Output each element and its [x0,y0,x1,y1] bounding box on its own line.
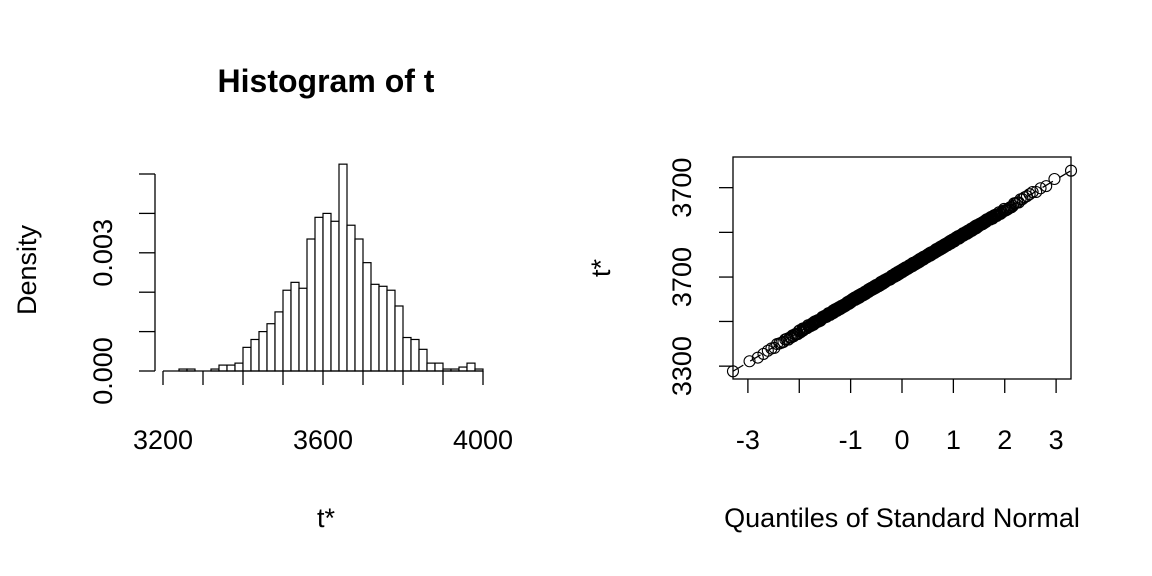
histogram-bar [282,289,292,372]
histogram-bar [258,331,268,372]
histogram-bar [290,281,300,372]
histogram-bar [250,338,260,372]
histogram-y-tick-label: 0.000 [88,337,118,405]
histogram-bar [306,238,316,372]
qq-point [761,344,774,357]
qq-point [1023,188,1036,201]
histogram-y-tick-label: 0.003 [88,219,118,287]
histogram-bar [418,348,428,372]
histogram-bar [274,311,284,372]
histogram-bar [234,362,244,372]
histogram-bars [178,163,484,372]
histogram-bar [378,285,388,372]
qq-x-tick-label: 3 [1049,425,1064,455]
histogram-bar [298,287,308,372]
histogram-bar [362,262,372,372]
qq-point [1030,185,1043,199]
histogram-bar [394,305,404,372]
qq-y-tick-label: 3700 [667,158,697,218]
histogram-bar [410,338,420,372]
histogram-bar [354,238,364,372]
histogram-bar [218,364,228,372]
histogram-x-tick-label: 4000 [453,425,513,455]
histogram-x-ticks: 3200 3600 4000 [133,371,513,455]
qq-point [743,355,756,368]
qq-x-tick-label: 2 [997,425,1012,455]
histogram-y-ticks: 0.000 0.003 [88,173,155,405]
histogram-x-tick-label: 3200 [133,425,193,455]
histogram-bar [386,289,396,372]
histogram-bar [434,362,444,372]
histogram-bar [314,216,324,372]
histogram-panel: Histogram of t 3200 3600 4000 0.000 0.003 t… [12,63,513,533]
qq-point [1026,185,1039,199]
histogram-bar [322,212,332,372]
histogram-y-label: Density [12,224,42,315]
qq-x-ticks: -3 -1 0 1 2 3 [736,379,1064,455]
histogram-x-label: t* [317,503,336,533]
qq-point [1040,180,1053,193]
qq-y-label: t* [586,259,616,278]
histogram-bar [266,323,276,372]
qq-x-label: Quantiles of Standard Normal [724,503,1080,533]
histogram-bar [330,220,340,372]
qq-panel: -3 -1 0 1 2 3 3300 3700 3700 Quantiles of Stand… [586,156,1080,533]
qq-point [1064,164,1078,177]
histogram-bar [242,346,252,372]
qq-x-tick-label: -1 [839,425,863,455]
qq-x-tick-label: 1 [946,425,961,455]
histogram-bar [226,364,236,372]
histogram-x-tick-label: 3600 [293,425,353,455]
histogram-title: Histogram of t [218,63,435,99]
histogram-bar [370,283,380,372]
qq-y-ticks: 3300 3700 3700 [667,158,733,396]
qq-y-tick-label: 3300 [667,336,697,396]
histogram-bar [338,163,348,372]
histogram-bar [346,224,356,372]
histogram-bar [466,362,476,372]
histogram-bar [402,336,412,372]
qq-points [726,164,1078,378]
qq-point [1048,172,1061,186]
qq-point [1034,182,1047,195]
qq-x-tick-label: 0 [894,425,909,455]
histogram-bar [426,362,436,372]
qq-y-tick-label: 3700 [667,247,697,307]
qq-x-tick-label: -3 [736,425,760,455]
